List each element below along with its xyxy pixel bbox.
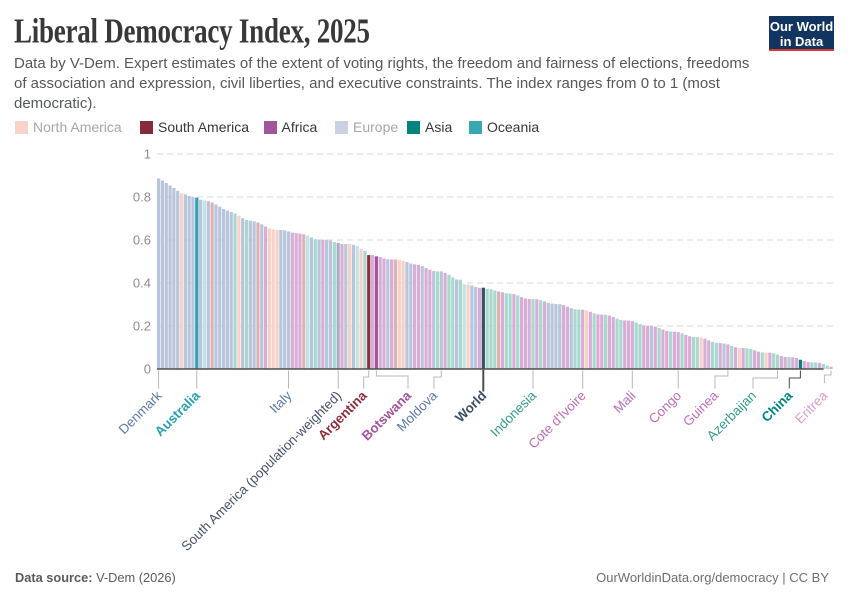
svg-text:0: 0 bbox=[144, 362, 151, 377]
svg-text:Indonesia: Indonesia bbox=[487, 388, 539, 440]
svg-text:South America (population-weig: South America (population-weighted) bbox=[178, 388, 344, 554]
svg-text:Mali: Mali bbox=[610, 388, 638, 416]
svg-text:World: World bbox=[452, 388, 489, 425]
svg-text:Italy: Italy bbox=[267, 388, 295, 416]
svg-text:0.6: 0.6 bbox=[133, 233, 151, 248]
svg-text:0.8: 0.8 bbox=[133, 190, 151, 205]
svg-text:Congo: Congo bbox=[646, 388, 685, 427]
svg-text:Eritrea: Eritrea bbox=[792, 388, 831, 427]
svg-text:0.4: 0.4 bbox=[133, 276, 151, 291]
svg-text:0.2: 0.2 bbox=[133, 319, 151, 334]
svg-text:1: 1 bbox=[144, 147, 151, 162]
svg-text:China: China bbox=[759, 388, 796, 425]
